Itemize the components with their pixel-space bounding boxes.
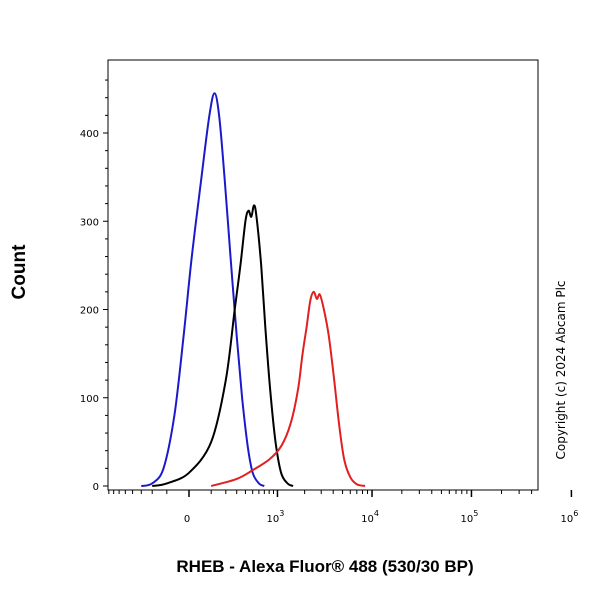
series-line-2	[210, 290, 366, 487]
series-line-0	[141, 92, 265, 487]
x-tick-exponent: 6	[573, 509, 578, 518]
x-tick-label: 105	[461, 509, 479, 525]
x-tick-label: 104	[361, 509, 379, 525]
x-tick-label: 106	[560, 509, 578, 525]
y-tick-label: 200	[80, 306, 99, 317]
y-tick-label: 300	[80, 217, 99, 228]
y-tick-label: 400	[80, 129, 99, 140]
x-tick-exponent: 5	[473, 509, 478, 518]
x-tick-exponent: 3	[279, 509, 284, 518]
x-axis-label: RHEB - Alexa Fluor® 488 (530/30 BP)	[176, 557, 473, 576]
x-tick-base: 10	[361, 514, 374, 525]
x-tick-base: 10	[461, 514, 474, 525]
y-axis-label: Count	[9, 244, 30, 300]
x-tick-exponent: 4	[374, 509, 379, 518]
x-tick-base: 10	[560, 514, 573, 525]
plot-frame	[107, 59, 539, 491]
y-tick-label: 0	[93, 482, 99, 493]
series-line-1	[152, 204, 294, 487]
copyright-text: Copyright (c) 2024 Abcam Plc	[554, 280, 568, 459]
y-axis: 0 100 200 300 400	[80, 79, 108, 493]
x-tick-label: 0	[184, 514, 190, 525]
series-layer	[141, 92, 366, 487]
x-tick-base: 10	[267, 514, 280, 525]
x-tick-label: 103	[267, 509, 285, 525]
x-tick-base: 0	[184, 514, 190, 525]
y-tick-label: 100	[80, 394, 99, 405]
